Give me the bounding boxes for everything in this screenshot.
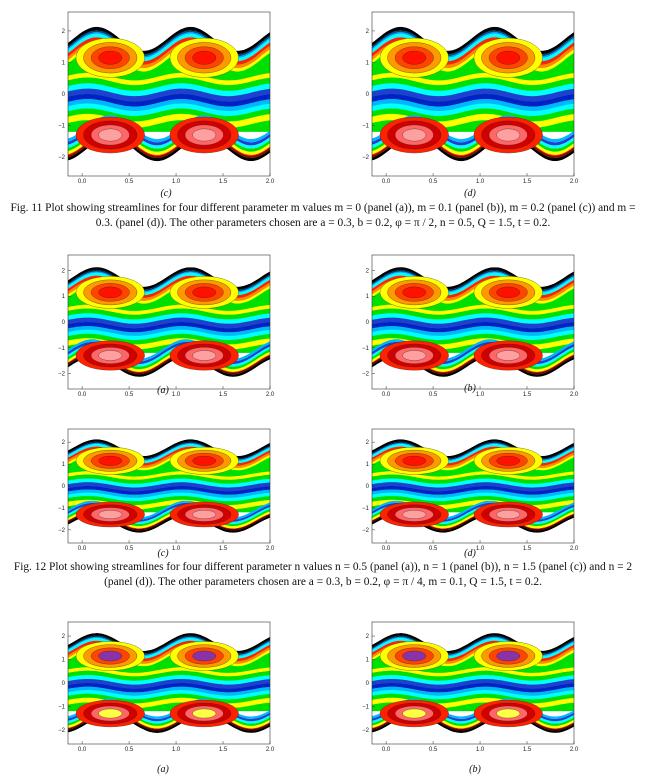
- y-tick-label: −1: [362, 506, 370, 512]
- y-tick-label: 0: [62, 484, 66, 490]
- y-tick-label: −1: [58, 506, 66, 512]
- y-tick-label: 1: [366, 294, 370, 300]
- x-tick-label: 2.0: [570, 747, 579, 753]
- y-tick-label: 0: [366, 320, 370, 326]
- y-tick-label: 2: [62, 634, 66, 640]
- y-tick-label: −2: [362, 155, 370, 161]
- fig12-panel-a: 0.0 0.5 1.0 1.5 2.0 2 1 0 −1 −2: [58, 251, 275, 401]
- y-tick-label: 2: [366, 440, 370, 446]
- y-tick-label: −2: [362, 528, 370, 534]
- y-tick-label: 2: [62, 440, 66, 446]
- x-tick-label: 2.0: [266, 546, 275, 552]
- x-tick-label: 1.0: [172, 546, 181, 552]
- fig13-label-b: (b): [469, 764, 481, 775]
- x-tick-label: 0.5: [125, 546, 134, 552]
- fig12-caption: Fig. 12 Plot showing streamlines for fou…: [13, 561, 633, 588]
- fig11-label-d: (d): [464, 188, 476, 199]
- x-tick-label: 1.0: [476, 546, 485, 552]
- y-tick-label: 2: [62, 268, 66, 274]
- fig11-panel-c: 0.0 0.5 1.0 1.5 2.0 2 1 0 −1 −2: [58, 8, 275, 188]
- y-tick-label: 2: [366, 634, 370, 640]
- x-tick-label: 0.0: [382, 179, 391, 185]
- x-tick-label: 0.0: [382, 546, 391, 552]
- x-tick-label: 1.5: [523, 546, 532, 552]
- fig12-label-d: (d): [464, 548, 476, 559]
- y-tick-label: −2: [362, 372, 370, 378]
- fig12-panel-d: 0.0 0.5 1.0 1.5 2.0 2 1 0 −1 −2: [362, 425, 579, 555]
- y-tick-label: 0: [366, 92, 370, 98]
- y-tick-label: 0: [366, 681, 370, 687]
- y-tick-label: 1: [366, 462, 370, 468]
- x-tick-label: 1.0: [476, 392, 485, 398]
- x-tick-label: 1.5: [523, 179, 532, 185]
- x-tick-label: 0.5: [125, 392, 134, 398]
- x-tick-label: 1.0: [172, 392, 181, 398]
- fig12-label-b: (b): [464, 383, 476, 394]
- fig13-label-a: (a): [157, 764, 169, 775]
- y-tick-label: −2: [362, 728, 370, 734]
- x-tick-label: 2.0: [570, 546, 579, 552]
- fig12-label-a: (a): [157, 385, 169, 396]
- y-tick-label: 0: [62, 681, 66, 687]
- x-tick-label: 1.5: [219, 392, 228, 398]
- y-tick-label: −1: [58, 704, 66, 710]
- y-tick-label: 1: [62, 294, 66, 300]
- y-tick-label: −1: [58, 346, 66, 352]
- x-tick-label: 2.0: [266, 747, 275, 753]
- x-tick-label: 1.0: [172, 179, 181, 185]
- x-tick-label: 0.5: [125, 747, 134, 753]
- y-tick-label: −2: [58, 728, 66, 734]
- fig12-label-c: (c): [157, 548, 169, 559]
- x-tick-label: 0.0: [78, 392, 87, 398]
- fig12-panel-c: 0.0 0.5 1.0 1.5 2.0 2 1 0 −1 −2: [58, 425, 275, 555]
- fig11-label-c: (c): [160, 188, 172, 199]
- x-tick-label: 0.0: [78, 179, 87, 185]
- x-tick-label: 0.5: [429, 179, 438, 185]
- y-tick-label: −1: [362, 704, 370, 710]
- x-tick-label: 0.5: [429, 747, 438, 753]
- x-tick-label: 1.0: [476, 747, 485, 753]
- x-tick-label: 0.5: [125, 179, 134, 185]
- y-tick-label: 1: [62, 658, 66, 664]
- x-tick-label: 1.5: [523, 392, 532, 398]
- fig11-caption: Fig. 11 Plot showing streamlines for fou…: [10, 202, 636, 229]
- y-tick-label: 0: [62, 320, 66, 326]
- x-tick-label: 1.5: [219, 546, 228, 552]
- x-tick-label: 1.5: [523, 747, 532, 753]
- x-tick-label: 0.5: [429, 546, 438, 552]
- y-tick-label: 0: [62, 92, 66, 98]
- fig12-panel-b: 0.0 0.5 1.0 1.5 2.0 2 1 0 −1 −2: [362, 251, 579, 401]
- x-tick-label: 0.5: [429, 392, 438, 398]
- x-tick-label: 1.0: [172, 747, 181, 753]
- y-tick-label: −2: [58, 528, 66, 534]
- x-tick-label: 2.0: [570, 392, 579, 398]
- x-tick-label: 0.0: [382, 392, 391, 398]
- y-tick-label: 1: [366, 658, 370, 664]
- y-tick-label: 0: [366, 484, 370, 490]
- y-tick-label: 1: [62, 60, 66, 66]
- x-tick-label: 1.5: [219, 747, 228, 753]
- x-tick-label: 2.0: [266, 392, 275, 398]
- x-tick-label: 0.0: [78, 546, 87, 552]
- y-tick-label: 2: [62, 29, 66, 35]
- y-tick-label: −1: [58, 124, 66, 130]
- y-tick-label: −2: [58, 155, 66, 161]
- x-tick-label: 1.0: [476, 179, 485, 185]
- x-tick-label: 0.0: [78, 747, 87, 753]
- fig13-panel-b: 0.0 0.5 1.0 1.5 2.0 2 1 0 −1 −2: [362, 618, 579, 756]
- fig13-panel-a: 0.0 0.5 1.0 1.5 2.0 2 1 0 −1 −2: [58, 618, 275, 756]
- y-tick-label: −1: [362, 124, 370, 130]
- y-tick-label: 1: [366, 60, 370, 66]
- y-tick-label: −1: [362, 346, 370, 352]
- x-tick-label: 2.0: [266, 179, 275, 185]
- y-tick-label: −2: [58, 372, 66, 378]
- y-tick-label: 1: [62, 462, 66, 468]
- y-tick-label: 2: [366, 29, 370, 35]
- fig11-panel-d: 0.0 0.5 1.0 1.5 2.0 2 1 0 −1 −2: [362, 8, 579, 188]
- x-tick-label: 1.5: [219, 179, 228, 185]
- x-tick-label: 0.0: [382, 747, 391, 753]
- x-tick-label: 2.0: [570, 179, 579, 185]
- y-tick-label: 2: [366, 268, 370, 274]
